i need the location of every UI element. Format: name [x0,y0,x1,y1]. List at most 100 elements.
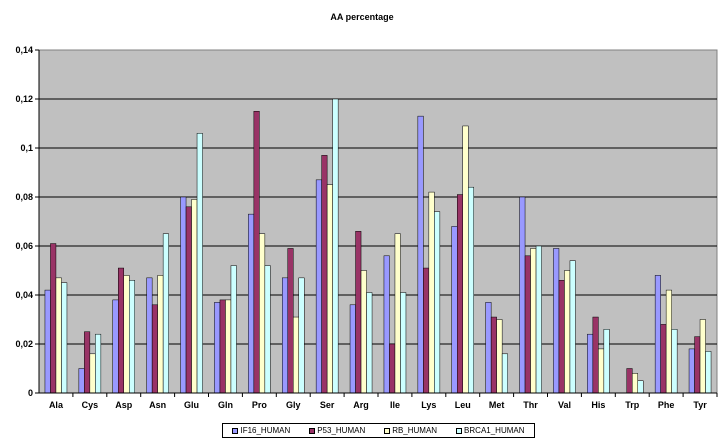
bar [315,179,322,394]
bar [298,277,305,394]
bar [524,255,531,394]
bar [259,233,266,394]
x-tick-label: Pro [252,400,268,410]
bar [632,373,638,394]
bar [129,280,135,394]
bar [185,206,192,394]
bar [654,275,661,394]
bar [55,277,62,394]
bar [112,299,119,394]
legend-item-if16: IF16_HUMAN [232,426,290,435]
bar [151,304,158,394]
bar [496,319,503,394]
y-tick-label: 0,12 [15,94,33,104]
legend: IF16_HUMAN P53_HUMAN RB_HUMAN BRCA1_HUMA… [222,423,535,438]
bar [423,267,430,394]
x-tick-label: Lys [421,400,436,410]
bar [219,299,226,394]
bar [146,277,153,394]
bar [705,351,712,394]
x-tick-label: Val [558,400,571,410]
bar [598,348,605,394]
bar [626,368,633,394]
bar [564,270,571,394]
x-tick-label: Ile [390,400,400,410]
bar [699,319,706,394]
bar [282,277,288,394]
bar [214,302,221,394]
bar [400,292,407,394]
bar [321,155,328,394]
bar [355,231,362,394]
bar [462,125,469,394]
bar [637,380,644,394]
bar [326,184,333,394]
legend-swatch [309,427,316,434]
bar [457,194,463,394]
y-tick-label: 0,02 [15,339,33,349]
x-tick-label: Ser [320,400,335,410]
bar [287,248,294,394]
bar [553,248,560,394]
legend-swatch [384,427,391,434]
x-tick-label: Tyr [693,400,707,410]
bar [264,265,271,394]
legend-label: IF16_HUMAN [240,426,291,435]
bar [490,316,497,394]
bar [434,211,441,394]
bar [293,316,299,394]
y-tick-label: 0,04 [15,290,33,300]
x-tick-label: Glu [184,400,199,410]
bar [225,299,232,394]
bar [366,292,373,394]
x-tick-label: Gln [218,400,233,410]
bar [394,233,401,394]
bar [162,233,169,394]
x-tick-label: Asp [115,400,133,410]
y-tick-label: 0 [28,388,33,398]
bar [535,245,542,394]
bar [253,111,260,394]
x-tick-label: Thr [523,400,538,410]
legend-label: BRCA1_HUMAN [464,426,525,435]
legend-item-brca1: BRCA1_HUMAN [456,426,525,435]
x-tick-label: Cys [82,400,99,410]
bar [383,255,390,394]
x-tick-label: Trp [625,400,640,410]
bar [428,191,435,394]
bar [123,275,130,394]
bar [569,260,576,394]
bar [332,98,339,394]
bar [558,280,565,394]
x-tick-label: Leu [455,400,471,410]
bar [230,265,237,394]
bar [89,353,96,394]
bar [180,196,187,394]
bar [501,353,508,394]
x-tick-label: Gly [286,400,301,410]
bar [587,333,594,394]
plot-area [38,49,718,394]
bar [248,213,255,394]
bar [665,289,672,394]
legend-label: RB_HUMAN [392,426,438,435]
x-tick-label: Ala [49,400,64,410]
x-tick-label: Phe [658,400,675,410]
bar [603,329,610,394]
bar [530,248,537,394]
bar [95,333,102,394]
bar [671,329,678,394]
bar [196,133,203,394]
bar [417,115,424,394]
bar [694,336,701,394]
y-tick-label: 0,06 [15,241,33,251]
bar [688,348,695,394]
y-tick-label: 0,08 [15,192,33,202]
bar [592,316,599,394]
bar [118,267,124,394]
bar [468,186,474,394]
bar [519,196,526,394]
y-tick-label: 0,1 [20,143,33,153]
bar [84,331,91,394]
